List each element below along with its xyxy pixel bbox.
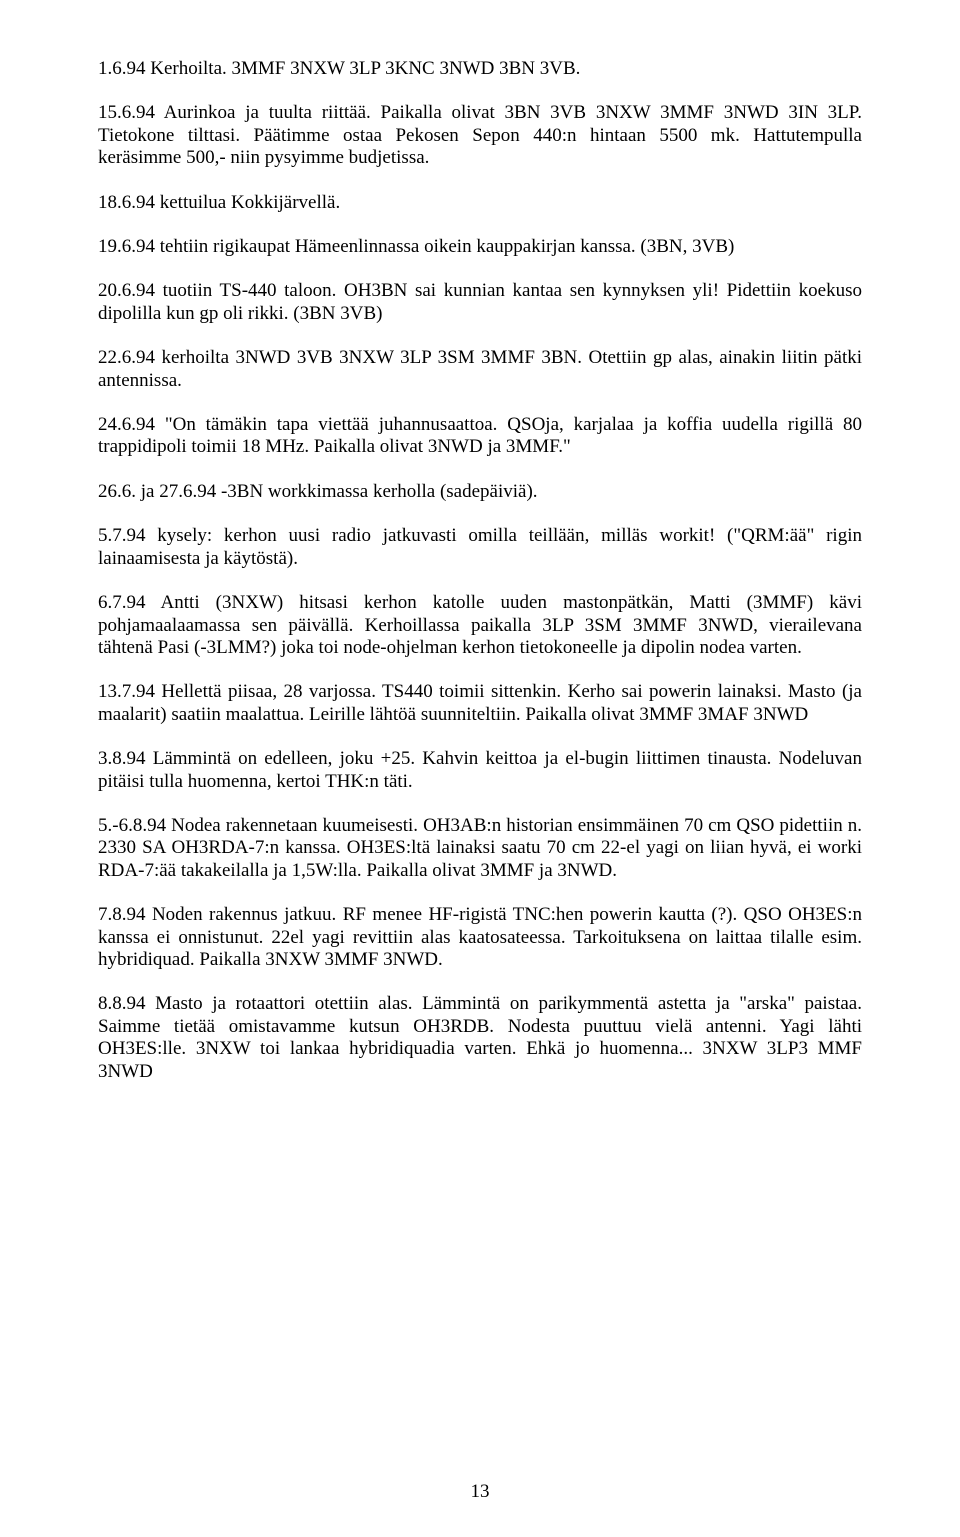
paragraph: 22.6.94 kerhoilta 3NWD 3VB 3NXW 3LP 3SM … bbox=[98, 347, 862, 392]
paragraph: 5.-6.8.94 Nodea rakennetaan kuumeisesti.… bbox=[98, 815, 862, 882]
page-number: 13 bbox=[0, 1481, 960, 1503]
paragraph: 18.6.94 kettuilua Kokkijärvellä. bbox=[98, 192, 862, 214]
paragraph: 6.7.94 Antti (3NXW) hitsasi kerhon katol… bbox=[98, 592, 862, 659]
paragraph: 7.8.94 Noden rakennus jatkuu. RF menee H… bbox=[98, 904, 862, 971]
paragraph: 24.6.94 "On tämäkin tapa viettää juhannu… bbox=[98, 414, 862, 459]
paragraph: 20.6.94 tuotiin TS-440 taloon. OH3BN sai… bbox=[98, 280, 862, 325]
paragraph: 5.7.94 kysely: kerhon uusi radio jatkuva… bbox=[98, 525, 862, 570]
document-page: 1.6.94 Kerhoilta. 3MMF 3NXW 3LP 3KNC 3NW… bbox=[0, 0, 960, 1537]
paragraph: 19.6.94 tehtiin rigikaupat Hämeenlinnass… bbox=[98, 236, 862, 258]
paragraph: 26.6. ja 27.6.94 -3BN workkimassa kerhol… bbox=[98, 481, 862, 503]
paragraph: 1.6.94 Kerhoilta. 3MMF 3NXW 3LP 3KNC 3NW… bbox=[98, 58, 862, 80]
paragraph: 15.6.94 Aurinkoa ja tuulta riittää. Paik… bbox=[98, 102, 862, 169]
paragraph: 13.7.94 Hellettä piisaa, 28 varjossa. TS… bbox=[98, 681, 862, 726]
paragraph: 8.8.94 Masto ja rotaattori otettiin alas… bbox=[98, 993, 862, 1083]
paragraph: 3.8.94 Lämmintä on edelleen, joku +25. K… bbox=[98, 748, 862, 793]
